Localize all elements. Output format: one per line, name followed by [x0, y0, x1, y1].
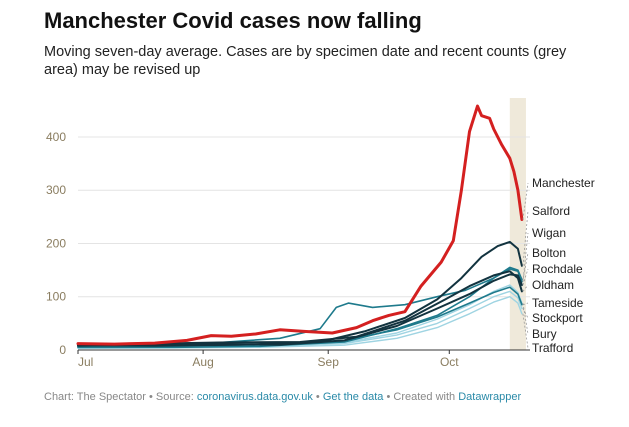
chart-footer: Chart: The Spectator • Source: coronavir…	[44, 391, 521, 403]
series-line-trafford	[77, 296, 523, 350]
footer-separator: •	[315, 391, 320, 403]
series-label-bolton: Bolton	[532, 246, 566, 260]
series-line-bolton	[77, 266, 523, 348]
series-line-tameside	[77, 286, 523, 348]
y-tick-label: 200	[46, 236, 66, 250]
source-link[interactable]: coronavirus.data.gov.uk	[196, 391, 313, 403]
chart-credit: Chart: The Spectator	[44, 391, 146, 403]
series-label-tameside: Tameside	[532, 296, 584, 310]
label-leader-line	[522, 268, 529, 286]
series-label-rochdale: Rochdale	[532, 262, 583, 276]
series-label-oldham: Oldham	[532, 278, 574, 292]
label-leader-line	[522, 303, 529, 335]
series-label-trafford: Trafford	[532, 341, 573, 355]
y-tick-label: 400	[46, 130, 66, 144]
provisional-data-band	[509, 98, 526, 350]
series-line-oldham	[77, 270, 523, 346]
x-tick-label: Aug	[192, 355, 213, 369]
source-label: Source:	[155, 391, 194, 403]
series-line-wigan	[77, 268, 523, 349]
series-label-bury: Bury	[532, 327, 557, 341]
label-leader-line	[522, 232, 529, 282]
label-leader-line	[522, 252, 529, 280]
x-tick-label: Oct	[440, 355, 459, 369]
series-label-manchester: Manchester	[532, 176, 595, 190]
label-leader-line	[522, 210, 529, 266]
label-leader-line	[522, 302, 529, 306]
y-tick-label: 100	[46, 290, 66, 304]
series-label-stockport: Stockport	[532, 311, 583, 325]
x-tick-label: Sep	[318, 355, 340, 369]
chart-subtitle: Moving seven-day average. Cases are by s…	[44, 44, 567, 78]
datawrapper-link[interactable]: Datawrapper	[458, 391, 522, 403]
y-tick-label: 0	[59, 343, 66, 357]
label-leader-line	[522, 313, 529, 349]
label-leader-line	[522, 284, 529, 292]
footer-separator: •	[386, 391, 391, 403]
x-tick-label: Jul	[78, 355, 93, 369]
footer-separator: •	[148, 391, 153, 403]
series-label-salford: Salford	[532, 204, 570, 218]
label-leader-line	[522, 308, 529, 319]
get-data-link[interactable]: Get the data	[322, 391, 384, 403]
series-label-wigan: Wigan	[532, 226, 566, 240]
created-with-label: Created with	[393, 391, 456, 403]
chart-title: Manchester Covid cases now falling	[44, 8, 422, 33]
y-tick-label: 300	[46, 183, 66, 197]
series-line-manchester	[76, 104, 524, 346]
